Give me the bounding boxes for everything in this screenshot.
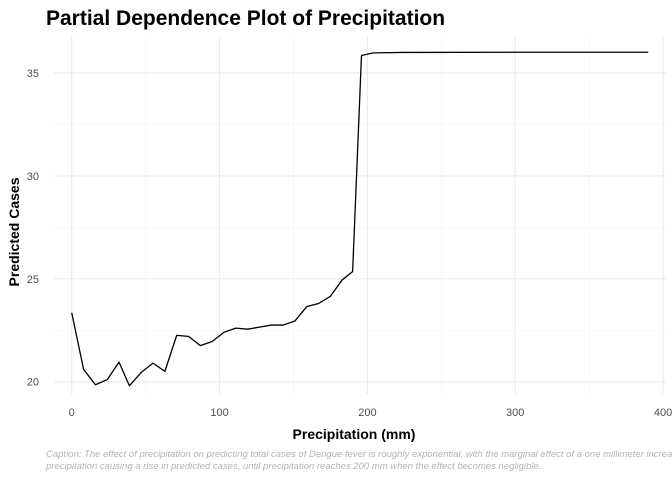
y-tick-label: 35 xyxy=(27,68,39,80)
x-tick-label: 300 xyxy=(506,407,524,419)
y-tick-label: 30 xyxy=(27,171,39,183)
y-tick-label: 25 xyxy=(27,274,39,286)
caption-line-2: precipitation causing a rise in predicte… xyxy=(45,461,541,472)
chart-title: Partial Dependence Plot of Precipitation xyxy=(46,7,445,30)
y-axis-ticks: 20 25 30 35 xyxy=(27,68,39,389)
x-tick-label: 400 xyxy=(654,407,672,419)
series-line xyxy=(71,51,649,387)
x-axis-ticks: 0 100 200 300 400 xyxy=(69,407,672,419)
y-tick-label: 20 xyxy=(27,377,39,389)
x-tick-label: 0 xyxy=(69,407,75,419)
x-tick-label: 100 xyxy=(210,407,228,419)
plot-area xyxy=(54,36,666,394)
caption-line-1: Caption: The effect of precipitation on … xyxy=(46,449,672,460)
x-tick-label: 200 xyxy=(358,407,376,419)
y-axis-title: Predicted Cases xyxy=(6,177,22,286)
x-axis-title: Precipitation (mm) xyxy=(293,426,416,442)
grid xyxy=(54,36,666,394)
